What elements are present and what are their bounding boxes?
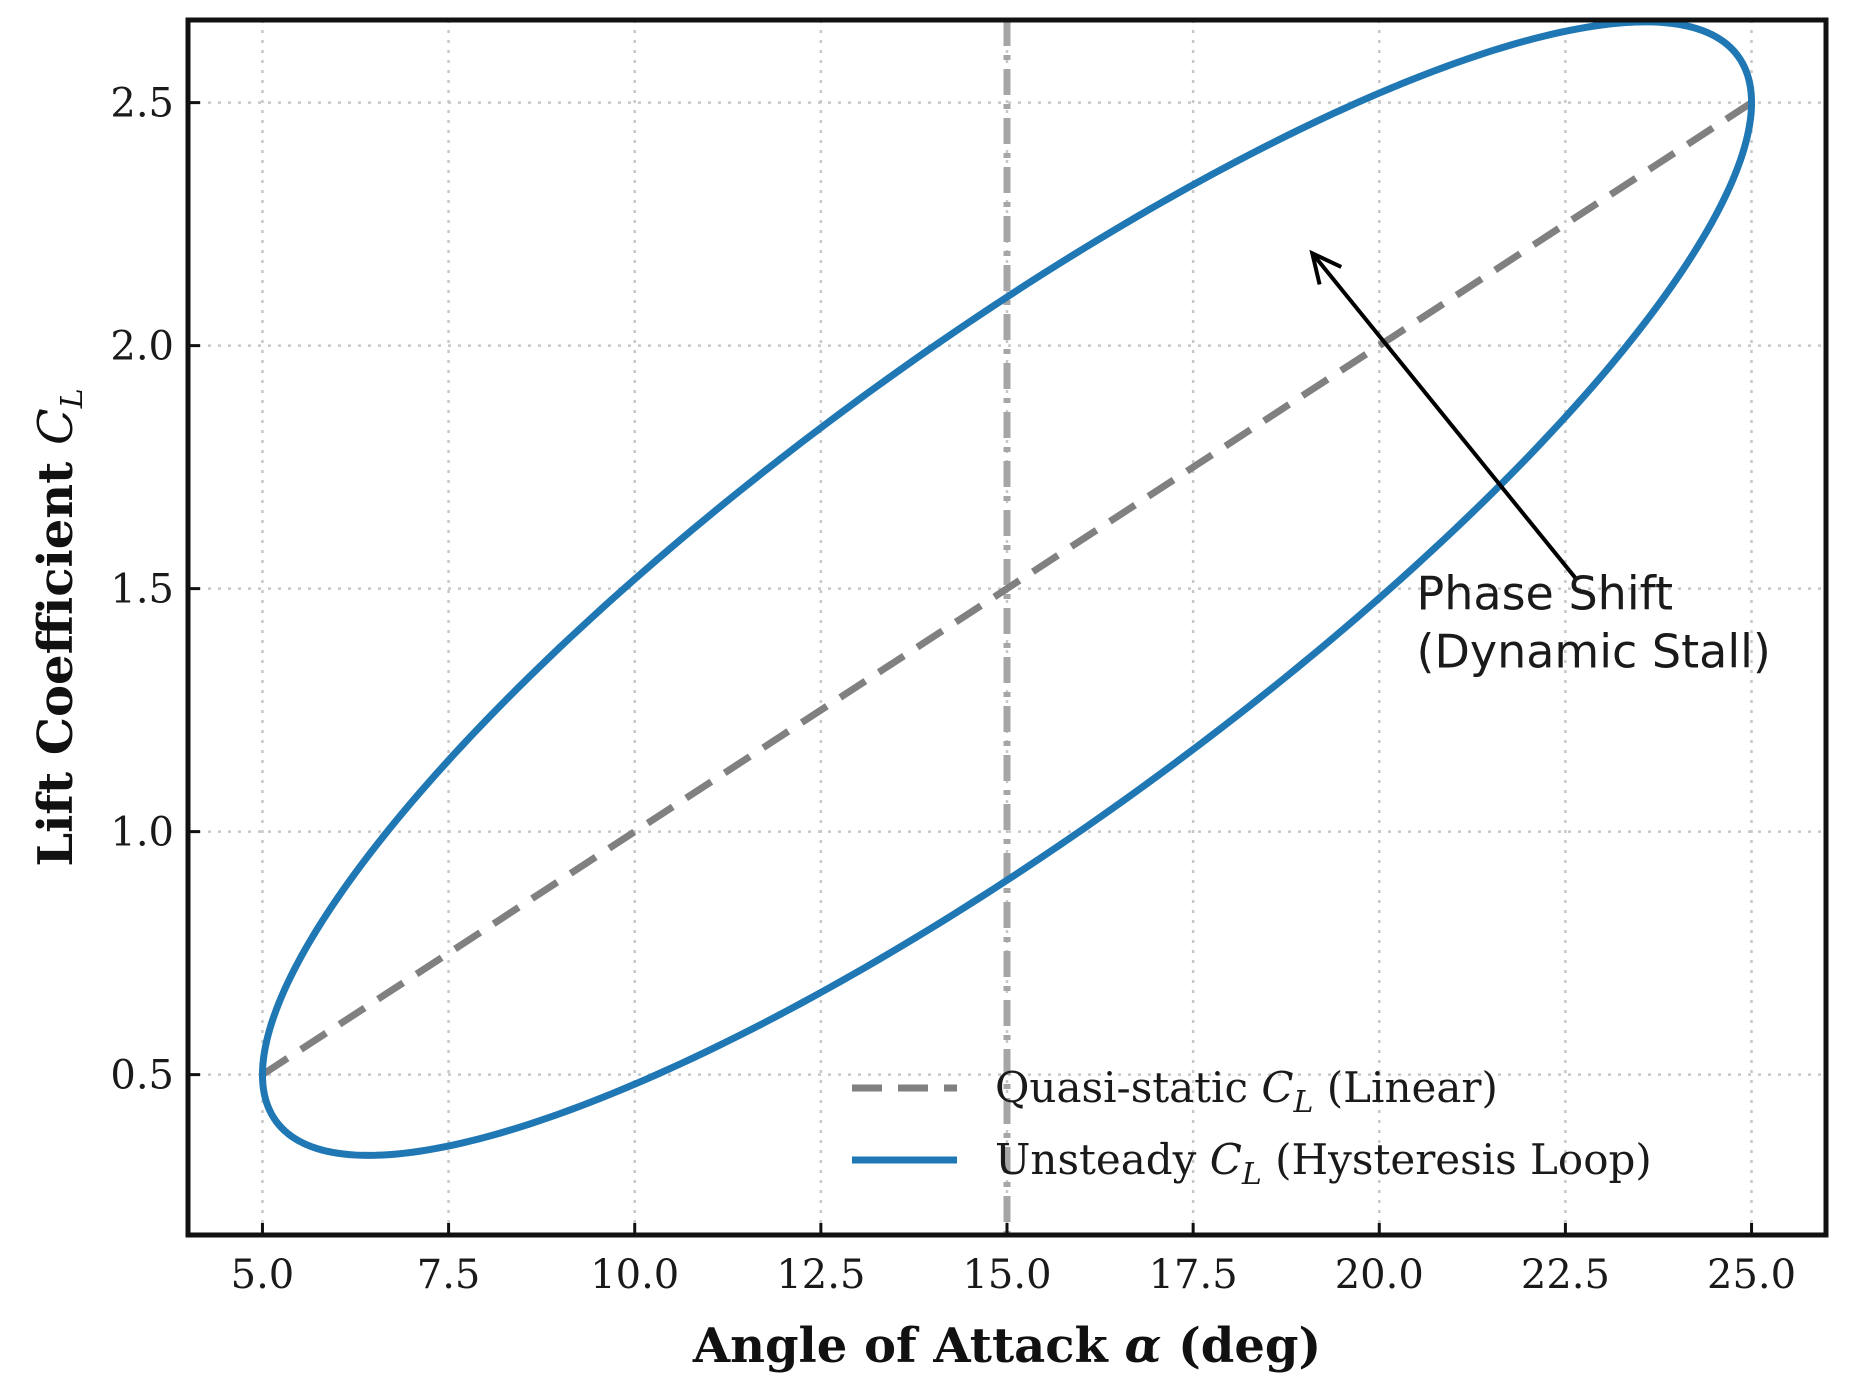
x-tick-label-6: 20.0 [1335, 1252, 1424, 1298]
series-quasi-static-line [260, 99, 1754, 1078]
annotation-text-line-0: Phase Shift [1417, 566, 1674, 620]
x-axis-title-unit: (deg) [1161, 1318, 1321, 1374]
x-tick-label-7: 22.5 [1521, 1252, 1610, 1298]
grid [188, 20, 1826, 1235]
annotation-text-line-1: (Dynamic Stall) [1417, 624, 1771, 678]
legend-label-suffix: (Hysteresis Loop) [1262, 1135, 1652, 1184]
x-tick-label-1: 7.5 [417, 1252, 481, 1298]
legend-label-subscript: L [1293, 1085, 1314, 1120]
legend: Quasi-static CL (Linear)Unsteady CL (Hys… [852, 1063, 1652, 1192]
y-tick-label-4: 2.5 [110, 81, 174, 127]
x-axis-title-text: Angle of Attack [692, 1318, 1125, 1374]
legend-label-prefix: Unsteady [995, 1135, 1210, 1184]
x-tick-label-0: 5.0 [231, 1252, 295, 1298]
legend-label-subscript: L [1241, 1157, 1262, 1192]
y-tick-label-1: 1.0 [110, 810, 174, 856]
x-tick-label-8: 25.0 [1707, 1252, 1796, 1298]
plot-frame [185, 17, 1829, 1238]
axis-labels: Angle of Attack α (deg) Lift Coefficient … [28, 388, 1321, 1374]
legend-label-symbol: C [1210, 1135, 1242, 1184]
series-group [258, 18, 1756, 1159]
x-tick-label-3: 12.5 [776, 1252, 865, 1298]
y-tick-label-2: 1.5 [110, 567, 174, 613]
legend-label-quasi-static: Quasi-static CL (Linear) [995, 1063, 1498, 1120]
x-axis-title: Angle of Attack α (deg) [692, 1318, 1321, 1374]
y-axis-title-text: Lift Coefficient [28, 445, 84, 867]
axis-ticks: 5.0 7.5 10.0 12.5 15.0 17.5 20.0 22.5 25.0 0.5 1.0… [110, 81, 1796, 1298]
y-tick-label-0: 0.5 [110, 1053, 174, 1099]
annotation-group: Phase Shift(Dynamic Stall) [1309, 249, 1771, 678]
y-axis-title: Lift Coefficient CL [28, 388, 90, 866]
x-tick-label-5: 17.5 [1149, 1252, 1238, 1298]
y-axis-title-subscript: L [55, 388, 90, 409]
y-tick-label-3: 2.0 [110, 324, 174, 370]
series-unsteady-loop [258, 18, 1756, 1159]
y-axis-title-symbol: C [28, 408, 84, 445]
annotation-arrow-shaft [1310, 252, 1579, 581]
legend-label-suffix: (Linear) [1313, 1063, 1497, 1112]
x-tick-label-4: 15.0 [962, 1252, 1051, 1298]
annotation-arrow-head [1309, 249, 1343, 285]
legend-label-symbol: C [1261, 1063, 1293, 1112]
legend-label-prefix: Quasi-static [995, 1063, 1261, 1112]
legend-label-unsteady: Unsteady CL (Hysteresis Loop) [995, 1135, 1652, 1192]
x-tick-label-2: 10.0 [590, 1252, 679, 1298]
x-axis-title-symbol: α [1124, 1318, 1161, 1374]
